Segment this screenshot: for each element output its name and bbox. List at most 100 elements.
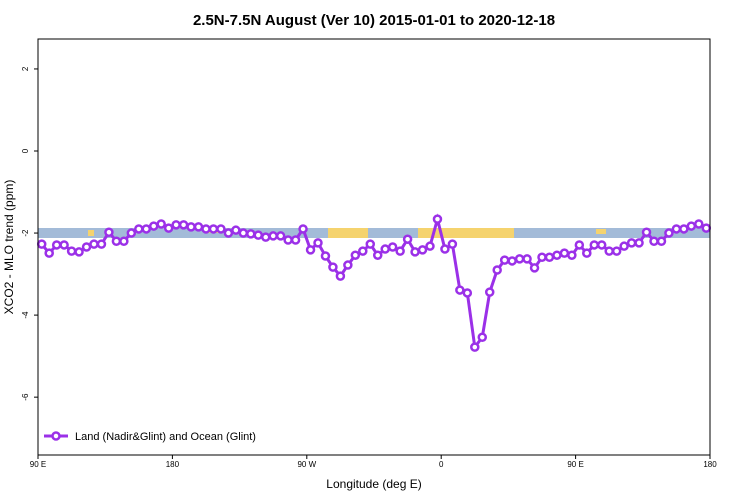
data-point [514,254,525,264]
data-point [223,228,234,238]
x-tick-label: 90 W [297,460,316,469]
y-tick-label: 2 [21,66,30,71]
data-point [694,219,704,229]
data-point [328,262,338,272]
data-point [649,236,659,247]
data-point [582,248,592,258]
data-point [417,245,428,255]
data-point [44,248,54,258]
data-point [634,238,644,248]
data-point [380,244,390,254]
data-point [89,239,99,249]
data-point [275,231,286,241]
data-point [104,227,114,237]
data-point [358,246,368,256]
data-point [589,240,600,250]
data-point [36,239,47,249]
data-point [701,223,712,233]
data-point [365,239,376,249]
data-point [208,224,219,234]
data-point [343,260,353,270]
data-point [455,285,465,295]
data-point [679,224,689,234]
data-point [552,250,562,260]
data-point [641,227,652,237]
data-point [305,245,316,255]
data-point [81,242,92,252]
plot-frame [37,38,711,456]
x-tick-label: 180 [703,460,717,469]
legend-label: Land (Nadir&Glint) and Ocean (Glint) [75,431,256,443]
data-point [178,220,189,230]
data-point [402,234,413,244]
data-point [186,222,196,232]
data-point [231,225,241,235]
data-point [126,228,137,238]
data-point [156,219,166,229]
data-point [148,221,159,231]
data-point [246,229,256,239]
data-point [671,224,682,234]
data-point [268,231,278,241]
y-axis-label: XCO2 - MLO trend (ppm) [2,180,16,315]
data-point [141,224,152,234]
data-point [238,228,249,238]
y-tick-label: -2 [21,229,30,237]
x-tick-label: 180 [166,460,180,469]
data-point [51,240,62,250]
data-point [529,263,540,273]
data-point [74,247,84,257]
data-point [201,224,211,234]
legend-marker [51,431,61,441]
y-tick-label: -4 [21,311,30,319]
data-point [447,239,458,249]
data-point [664,228,674,238]
data-point [395,246,405,256]
data-point [193,222,204,232]
y-tick-label: 0 [21,148,30,153]
data-point [59,240,69,250]
data-point [410,247,420,257]
data-point [544,252,555,263]
data-point [611,246,622,256]
data-point [574,240,585,250]
data-point [350,250,361,260]
data-point [425,241,435,251]
data-point [484,287,495,297]
data-point [656,236,667,247]
data-point [387,242,398,252]
data-point [432,214,443,224]
data-point [66,246,77,256]
data-point [171,220,181,230]
x-tick-label: 90 E [567,460,583,469]
data-point [119,236,129,247]
x-tick-label: 90 E [30,460,46,469]
data-point [537,252,547,263]
data-point [522,254,532,264]
data-point [477,332,488,343]
data-point [619,241,629,251]
data-point [604,246,614,256]
data-point [290,235,301,245]
data-point [596,240,607,250]
data-point [163,223,174,233]
data-point [335,271,346,281]
data-point [507,256,517,266]
data-point [283,235,293,245]
data-point [470,342,480,352]
data-point [320,251,331,261]
data-point [313,238,323,248]
data-point [253,230,264,240]
data-point [216,224,226,234]
series-line [40,213,707,351]
data-point [462,288,473,298]
data-point [134,224,144,234]
data-point [559,248,570,258]
data-point [626,238,637,248]
y-tick-label: -6 [21,393,30,401]
x-axis-label: Longitude (deg E) [326,477,421,491]
data-point [499,255,510,265]
data-point [686,221,697,231]
data-point [260,232,271,242]
data-point [567,250,577,260]
